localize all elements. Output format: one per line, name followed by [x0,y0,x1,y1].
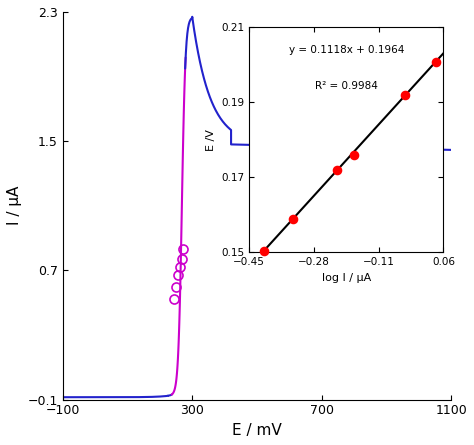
X-axis label: E / mV: E / mV [232,423,282,438]
Y-axis label: I / μA: I / μA [7,186,22,226]
